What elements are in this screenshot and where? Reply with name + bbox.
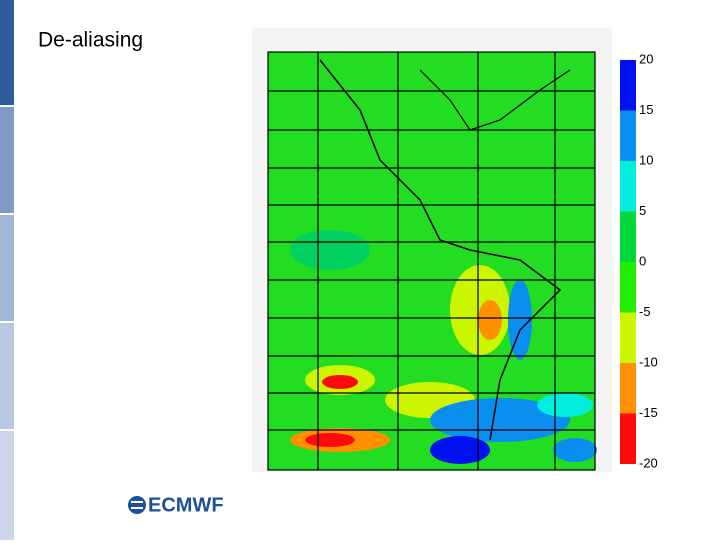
colorbar-tick-label: -20 [639, 455, 658, 470]
field-blob [430, 436, 490, 464]
logo-icon-stripes [131, 501, 143, 509]
sidebar-block [0, 215, 14, 321]
colorbar-tick-label: 15 [639, 102, 653, 117]
colorbar-tick-label: -10 [639, 354, 658, 369]
colorbar-band [620, 413, 636, 464]
colorbar-tick-label: 20 [639, 51, 653, 66]
field-blob [553, 438, 597, 462]
colorbar-band [620, 262, 636, 313]
field-blob [478, 300, 502, 340]
colorbar-tick-label: 5 [639, 203, 646, 218]
logo-icon [128, 496, 146, 514]
sidebar-block [0, 0, 14, 105]
colorbar-band [620, 363, 636, 414]
colorbar-band [620, 312, 636, 363]
colorbar-tick-label: 0 [639, 253, 646, 268]
logo-text: ECMWF [148, 494, 224, 516]
field-blob [322, 375, 358, 389]
sidebar-block [0, 431, 14, 540]
sidebar-block [0, 323, 14, 429]
colorbar-band [620, 211, 636, 262]
field-blob [305, 433, 355, 447]
field-blob [508, 280, 532, 360]
colorbar-band [620, 110, 636, 161]
field-blob [430, 398, 570, 442]
slide-title: De-aliasing [38, 29, 143, 52]
map-grid [267, 51, 596, 471]
field-blob [537, 393, 593, 417]
colorbar-band [620, 161, 636, 212]
colorbar-band [620, 60, 636, 111]
map [252, 28, 612, 472]
field-blob [290, 230, 370, 270]
colorbar-tick-label: -15 [639, 405, 658, 420]
colorbar: 20 15 10 5 0 -5 -10 -15 -20 [620, 51, 658, 470]
colorbar-tick-label: -5 [639, 304, 651, 319]
colorbar-tick-label: 10 [639, 152, 653, 167]
logo: ECMWF [128, 494, 224, 516]
sidebar-block [0, 107, 14, 213]
